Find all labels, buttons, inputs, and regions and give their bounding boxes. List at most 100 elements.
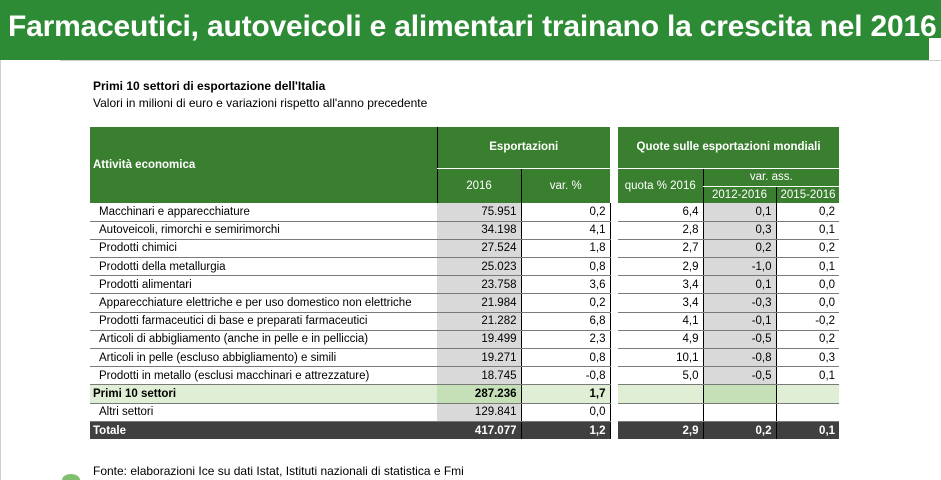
row-value: 23.758: [437, 275, 521, 295]
row-value: 19.499: [437, 330, 521, 350]
total-name: Totale: [90, 421, 437, 440]
other-var: 0,0: [520, 403, 611, 422]
row-quota: 5,0: [618, 366, 704, 386]
source-note: Fonte: elaborazioni Ice su dati Istat, I…: [93, 464, 464, 478]
total-var: 1,2: [520, 421, 611, 440]
logo-fragment: [62, 474, 80, 480]
other-sectors-row: Altri settori 129.841 0,0: [90, 403, 840, 422]
row-gap: [609, 257, 619, 276]
row-quota: 2,8: [618, 221, 704, 240]
row-var-2015-2016: 0,1: [775, 366, 840, 386]
row-gap: [609, 366, 619, 385]
row-var-2015-2016: 0,0: [775, 275, 840, 295]
row-var: 0,8: [520, 257, 611, 277]
row-var-2012-2016: -0,5: [702, 366, 777, 386]
row-value: 34.198: [437, 221, 521, 240]
row-quota: 6,4: [618, 203, 704, 222]
row-var: 2,3: [520, 330, 611, 350]
row-value: 19.271: [437, 348, 521, 368]
row-var-2012-2016: 0,1: [702, 203, 777, 222]
row-var-2015-2016: 0,2: [775, 330, 840, 350]
row-value: 21.984: [437, 293, 521, 313]
row-var: 4,1: [520, 221, 611, 240]
table-row: Prodotti alimentari 23.758 3,6 3,4 0,1 0…: [90, 275, 840, 295]
subtotal-name: Primi 10 settori: [90, 384, 437, 404]
row-gap: [609, 330, 619, 349]
row-var: 6,8: [520, 312, 611, 331]
row-value: 18.745: [437, 366, 521, 386]
row-name: Apparecchiature elettriche e per uso dom…: [90, 293, 437, 313]
row-gap: [609, 348, 619, 367]
row-value: 75.951: [437, 203, 521, 222]
row-name: Macchinari e apparecchiature: [90, 203, 437, 222]
row-gap: [609, 403, 619, 422]
row-var-2012-2016: -0,5: [702, 330, 777, 350]
table-row: Prodotti farmaceutici di base e preparat…: [90, 312, 840, 331]
header-gap: [610, 127, 619, 203]
subtotal-row: Primi 10 settori 287.236 1,7: [90, 384, 840, 404]
table-subtitle: Valori in milioni di euro e variazioni r…: [93, 96, 428, 110]
row-gap: [609, 275, 619, 294]
row-var-2015-2016: 0,0: [775, 293, 840, 313]
total-row: Totale 417.077 1,2 2,9 0,2 0,1: [90, 421, 840, 440]
row-var-2015-2016: 0,2: [775, 239, 840, 259]
row-var: 0,8: [520, 348, 611, 368]
subtotal-var-2012-2016: [702, 384, 777, 404]
table-row: Apparecchiature elettriche e per uso dom…: [90, 293, 840, 313]
header-var-pct: var. %: [520, 168, 611, 203]
row-name: Prodotti della metallurgia: [90, 257, 437, 277]
total-var-2012-2016: 0,2: [702, 421, 777, 440]
row-name: Prodotti alimentari: [90, 275, 437, 295]
table-row: Articoli in pelle (escluso abbigliamento…: [90, 348, 840, 368]
table-row: Prodotti in metallo (esclusi macchinari …: [90, 366, 840, 386]
table-row: Prodotti della metallurgia 25.023 0,8 2,…: [90, 257, 840, 277]
row-var: 0,2: [520, 203, 611, 222]
subtotal-var-2015-2016: [775, 384, 840, 404]
header-quota: quota % 2016: [618, 168, 704, 203]
row-gap: [609, 384, 619, 404]
row-quota: 2,7: [618, 239, 704, 259]
row-var-2012-2016: -0,3: [702, 293, 777, 313]
row-name: Prodotti farmaceutici di base e preparat…: [90, 312, 437, 331]
table-title: Primi 10 settori di esportazione dell'It…: [93, 79, 326, 93]
row-value: 27.524: [437, 239, 521, 259]
row-var: 3,6: [520, 275, 611, 295]
row-quota: 4,1: [618, 312, 704, 331]
row-var-2012-2016: -0,1: [702, 312, 777, 331]
row-var-2012-2016: 0,3: [702, 221, 777, 240]
row-quota: 3,4: [618, 275, 704, 295]
row-gap: [609, 293, 619, 313]
table-row: Prodotti chimici 27.524 1,8 2,7 0,2 0,2: [90, 239, 840, 259]
header-2016: 2016: [436, 168, 521, 203]
subtotal-value: 287.236: [437, 384, 521, 404]
row-var-2015-2016: 0,1: [775, 221, 840, 240]
row-var-2012-2016: 0,2: [702, 239, 777, 259]
row-gap: [609, 239, 619, 258]
row-gap: [609, 203, 619, 222]
other-value: 129.841: [437, 403, 521, 422]
header-2015-2016: 2015-2016: [775, 186, 840, 203]
row-value: 21.282: [437, 312, 521, 331]
row-var: -0,8: [520, 366, 611, 386]
row-name: Prodotti chimici: [90, 239, 437, 259]
row-var-2015-2016: 0,3: [775, 348, 840, 368]
row-var: 1,8: [520, 239, 611, 259]
other-name: Altri settori: [90, 403, 437, 422]
header-esportazioni: Esportazioni: [436, 127, 611, 169]
other-quota: [618, 403, 704, 422]
subtotal-var: 1,7: [520, 384, 611, 404]
other-var-2015-2016: [775, 403, 840, 422]
other-var-2012-2016: [702, 403, 777, 422]
header-var-ass: var. ass.: [702, 168, 840, 187]
row-gap: [609, 421, 619, 440]
row-name: Prodotti in metallo (esclusi macchinari …: [90, 366, 437, 386]
export-table: Attività economica Esportazioni Quote su…: [90, 127, 840, 440]
row-value: 25.023: [437, 257, 521, 277]
table-row: Articoli di abbigliamento (anche in pell…: [90, 330, 840, 350]
title-banner: Farmaceutici, autoveicoli e alimentari t…: [0, 0, 941, 60]
header-quote: Quote sulle esportazioni mondiali: [618, 127, 840, 169]
table-row: Macchinari e apparecchiature 75.951 0,2 …: [90, 203, 840, 222]
total-var-2015-2016: 0,1: [775, 421, 840, 440]
row-var-2015-2016: -0,2: [775, 312, 840, 331]
row-var-2012-2016: -1,0: [702, 257, 777, 277]
